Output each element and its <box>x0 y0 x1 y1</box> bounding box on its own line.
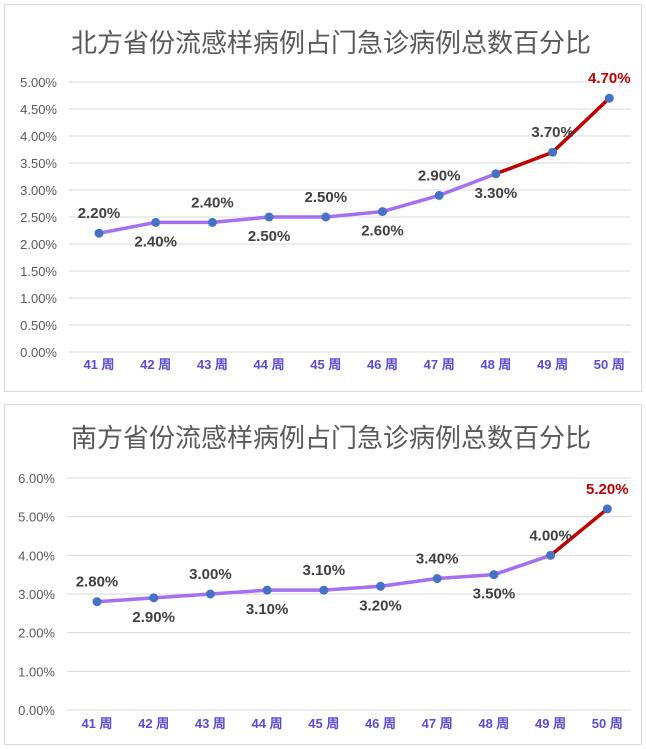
x-tick-label: 44 周 <box>254 357 285 372</box>
x-tick-label: 50 周 <box>594 357 625 372</box>
north-chart: 北方省份流感样病例占门急诊病例总数百分比 0.00% 0.50% 1.00% 1.50%… <box>20 29 631 372</box>
x-tick-label: 41 周 <box>83 357 114 372</box>
y-tick-label: 0.50% <box>20 318 57 333</box>
data-point <box>205 589 215 599</box>
north-chart-panel: 北方省份流感样病例占门急诊病例总数百分比 0.00% 0.50% 1.00% 1.50%… <box>4 4 642 392</box>
data-label: 3.40% <box>416 551 459 568</box>
data-point <box>376 581 385 591</box>
y-tick-label: 2.00% <box>18 626 55 641</box>
data-point <box>262 585 272 595</box>
data-label: 4.70% <box>588 70 631 87</box>
data-point <box>489 570 499 580</box>
data-label: 3.10% <box>303 562 346 579</box>
y-tick-label: 3.00% <box>20 183 57 198</box>
x-tick-label: 49 周 <box>537 357 568 372</box>
y-tick-label: 1.50% <box>20 264 57 279</box>
y-tick-label: 1.00% <box>18 664 55 679</box>
data-point <box>319 585 329 595</box>
data-point <box>92 597 102 607</box>
data-label: 2.90% <box>418 167 461 184</box>
data-label: 2.50% <box>248 228 291 245</box>
data-label: 3.00% <box>189 566 232 583</box>
series-line <box>98 172 497 235</box>
x-tick-label: 47 周 <box>422 716 453 731</box>
x-tick-label: 48 周 <box>478 716 509 731</box>
x-tick-label: 42 周 <box>140 357 171 372</box>
data-point <box>378 207 387 217</box>
y-tick-label: 5.00% <box>20 75 57 90</box>
data-point <box>604 93 614 103</box>
south-chart-panel: 南方省份流感样病例占门急诊病例总数百分比 0.00% 1.00% 2.00% 3.00%… <box>4 404 642 745</box>
x-tick-label: 45 周 <box>308 716 339 731</box>
chart-title: 南方省份流感样病例占门急诊病例总数百分比 <box>71 424 591 454</box>
y-tick-label: 4.00% <box>18 548 55 563</box>
data-point <box>546 550 556 560</box>
x-tick-label: 49 周 <box>535 716 566 731</box>
data-label: 2.40% <box>191 194 234 211</box>
x-tick-label: 46 周 <box>365 716 396 731</box>
data-point <box>94 228 104 238</box>
y-tick-label: 2.50% <box>20 210 57 225</box>
x-tick-label: 43 周 <box>195 716 226 731</box>
y-tick-label: 4.50% <box>20 102 57 117</box>
x-tick-label: 50 周 <box>592 716 623 731</box>
data-label: 3.50% <box>473 586 516 603</box>
y-tick-label: 0.00% <box>18 703 55 718</box>
data-label: 2.20% <box>78 205 121 222</box>
x-tick-label: 42 周 <box>138 716 169 731</box>
y-tick-label: 3.50% <box>20 156 57 171</box>
data-label: 2.90% <box>132 609 175 626</box>
y-tick-label: 0.00% <box>20 345 57 360</box>
data-label: 4.00% <box>529 527 572 544</box>
data-label: 2.40% <box>134 233 177 250</box>
data-point <box>602 504 612 514</box>
data-label: 3.30% <box>475 185 518 202</box>
series-line-highlight <box>549 507 609 557</box>
data-point <box>207 217 217 227</box>
data-point <box>548 147 558 157</box>
data-label: 3.10% <box>246 601 289 618</box>
x-tick-label: 43 周 <box>197 357 228 372</box>
data-point <box>432 574 442 584</box>
y-tick-label: 2.00% <box>20 237 57 252</box>
data-label: 3.70% <box>531 124 574 141</box>
data-label: 5.20% <box>586 481 629 498</box>
y-tick-label: 4.00% <box>20 129 57 144</box>
data-label: 2.60% <box>361 223 404 240</box>
south-chart: 南方省份流感样病例占门急诊病例总数百分比 0.00% 1.00% 2.00% 3.00%… <box>18 424 631 731</box>
y-tick-label: 3.00% <box>18 587 55 602</box>
x-tick-label: 47 周 <box>424 357 455 372</box>
y-tick-label: 5.00% <box>18 510 55 525</box>
data-point <box>434 190 444 200</box>
data-label: 2.50% <box>305 189 348 206</box>
x-tick-label: 44 周 <box>252 716 283 731</box>
x-tick-label: 45 周 <box>310 357 341 372</box>
data-point <box>264 212 274 222</box>
data-point <box>149 593 159 603</box>
data-point <box>491 169 501 179</box>
x-tick-label: 48 周 <box>480 357 511 372</box>
data-label: 2.80% <box>76 574 119 591</box>
data-point <box>321 212 331 222</box>
x-tick-label: 41 周 <box>81 716 112 731</box>
x-tick-label: 46 周 <box>367 357 398 372</box>
data-label: 3.20% <box>359 597 402 614</box>
y-tick-label: 6.00% <box>18 471 55 486</box>
chart-title: 北方省份流感样病例占门急诊病例总数百分比 <box>71 29 591 59</box>
data-point <box>151 217 161 227</box>
y-tick-label: 1.00% <box>20 291 57 306</box>
